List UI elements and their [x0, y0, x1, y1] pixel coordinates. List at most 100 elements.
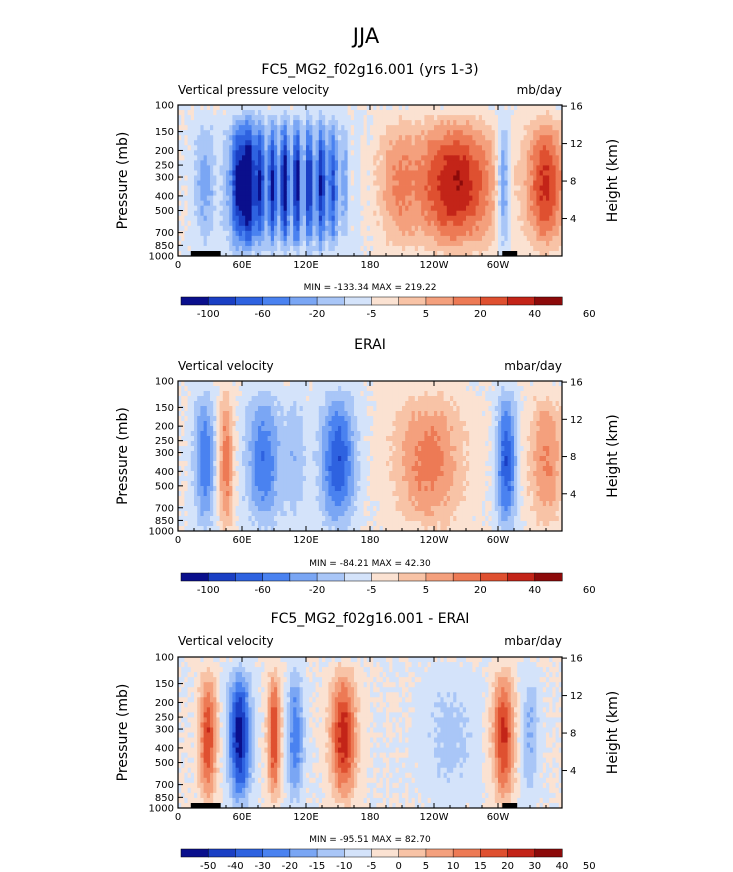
heatmap-cell: [194, 421, 198, 427]
heatmap-cell: [197, 396, 201, 402]
heatmap-cell: [251, 175, 256, 181]
heatmap-cell: [222, 486, 227, 492]
heatmap-cell: [238, 240, 243, 247]
heatmap-cell: [264, 195, 268, 202]
heatmap-cell: [216, 185, 220, 191]
heatmap-cell: [280, 105, 284, 111]
heatmap-cell: [187, 471, 192, 477]
heatmap-cell: [200, 245, 204, 252]
heatmap-cell: [245, 471, 249, 477]
heatmap-cell: [421, 195, 425, 202]
heatmap-cell: [498, 110, 502, 116]
heatmap-cell: [280, 476, 284, 482]
heatmap-cell: [206, 140, 211, 146]
heatmap-cell: [555, 140, 560, 146]
heatmap-cell: [482, 125, 486, 131]
heatmap-cell: [488, 110, 492, 116]
heatmap-cell: [373, 200, 377, 207]
heatmap-cell: [325, 225, 329, 232]
heatmap-cell: [229, 406, 233, 412]
heatmap-cell: [299, 381, 304, 387]
heatmap-cell: [507, 195, 512, 202]
heatmap-cell: [338, 180, 342, 186]
heatmap-cell: [194, 175, 198, 181]
heatmap-cell: [430, 165, 435, 171]
heatmap-cell: [203, 491, 208, 497]
heatmap-cell: [238, 476, 243, 482]
heatmap-cell: [533, 155, 537, 161]
heatmap-cell: [258, 461, 262, 467]
heatmap-cell: [283, 471, 288, 477]
heatmap-cell: [219, 170, 224, 176]
heatmap-cell: [411, 245, 416, 252]
heatmap-cell: [488, 105, 492, 111]
heatmap-cell: [200, 451, 204, 457]
heatmap-cell: [235, 195, 240, 202]
heatmap-cell: [277, 406, 281, 412]
heatmap-cell: [286, 516, 291, 522]
heatmap-cell: [430, 245, 435, 252]
heatmap-cell: [398, 120, 403, 126]
heatmap-cell: [229, 245, 233, 252]
heatmap-cell: [414, 140, 419, 146]
heatmap-cell: [286, 200, 291, 207]
heatmap-cell: [494, 190, 499, 196]
heatmap-cell: [251, 501, 256, 507]
heatmap-cell: [210, 451, 214, 457]
heatmap-cell: [306, 481, 310, 487]
heatmap-cell: [350, 205, 355, 212]
heatmap-cell: [418, 140, 422, 146]
heatmap-cell: [226, 456, 230, 462]
heatmap-cell: [222, 250, 227, 257]
heatmap-cell: [242, 441, 246, 447]
heatmap-cell: [389, 190, 393, 196]
heatmap-cell: [296, 456, 300, 462]
heatmap-cell: [222, 421, 227, 427]
heatmap-cell: [296, 401, 300, 407]
heatmap-cell: [235, 110, 240, 116]
heatmap-cell: [206, 461, 211, 467]
heatmap-cell: [306, 471, 310, 477]
heatmap-cell: [392, 175, 396, 181]
heatmap-cell: [302, 215, 307, 222]
heatmap-cell: [558, 175, 563, 181]
heatmap-cell: [290, 205, 294, 212]
heatmap-cell: [267, 180, 272, 186]
heatmap-cell: [270, 175, 275, 181]
heatmap-cell: [443, 205, 448, 212]
heatmap-cell: [283, 130, 288, 136]
heatmap-cell: [286, 471, 291, 477]
heatmap-cell: [251, 386, 256, 392]
heatmap-cell: [226, 406, 230, 412]
heatmap-cell: [488, 150, 492, 156]
heatmap-cell: [370, 235, 374, 242]
heatmap-cell: [309, 170, 313, 176]
heatmap-cell: [309, 511, 313, 517]
heatmap-cell: [200, 381, 204, 387]
heatmap-cell: [264, 521, 268, 527]
heatmap-cell: [238, 135, 243, 141]
heatmap-cell: [475, 135, 480, 141]
heatmap-cell: [533, 215, 537, 222]
heatmap-cell: [222, 145, 227, 151]
heatmap-cell: [389, 170, 393, 176]
heatmap-cell: [501, 150, 505, 156]
heatmap-cell: [309, 180, 313, 186]
heatmap-cell: [222, 406, 227, 412]
heatmap-cell: [242, 230, 246, 237]
heatmap-cell: [373, 140, 377, 146]
heatmap-cell: [210, 401, 214, 407]
heatmap-cell: [216, 511, 220, 517]
heatmap-cell: [277, 205, 281, 212]
heatmap-cell: [181, 165, 185, 171]
heatmap-cell: [184, 160, 188, 166]
heatmap-cell: [542, 220, 547, 227]
heatmap-cell: [280, 250, 284, 257]
y-tick-label: 250: [155, 161, 174, 172]
heatmap-cell: [530, 120, 534, 126]
heatmap-cell: [194, 155, 198, 161]
heatmap-cell: [523, 200, 528, 207]
heatmap-cell: [293, 451, 297, 457]
heatmap-cell: [408, 250, 412, 257]
heatmap-cell: [440, 215, 444, 222]
